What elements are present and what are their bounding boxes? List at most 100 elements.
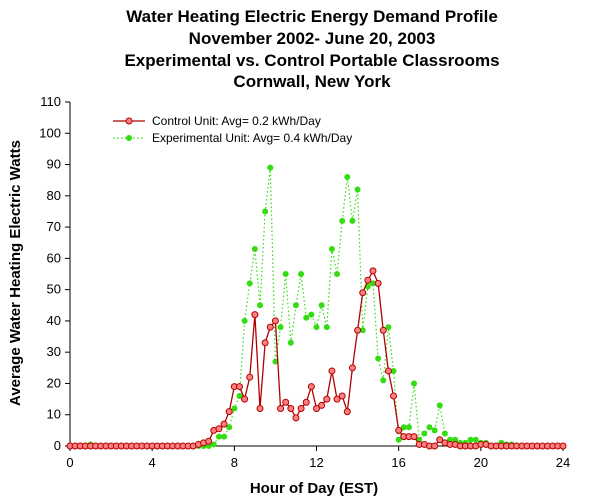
control-data-point bbox=[297, 404, 305, 412]
y-tick-label: 110 bbox=[40, 94, 61, 109]
experimental-data-point bbox=[251, 245, 258, 252]
experimental-data-point bbox=[231, 405, 238, 412]
control-data-point bbox=[261, 339, 269, 347]
control-data-point bbox=[292, 414, 300, 422]
control-data-point bbox=[323, 395, 331, 403]
control-data-point bbox=[374, 279, 382, 287]
experimental-data-point bbox=[359, 327, 366, 334]
experimental-data-point bbox=[339, 217, 346, 224]
experimental-data-point bbox=[318, 302, 325, 309]
control-data-point bbox=[348, 364, 356, 372]
x-tick-label: 8 bbox=[231, 455, 238, 470]
y-tick-label: 10 bbox=[47, 407, 61, 422]
experimental-data-point bbox=[369, 280, 376, 287]
experimental-data-point bbox=[226, 424, 233, 431]
experimental-data-point bbox=[328, 245, 335, 252]
experimental-data-point bbox=[405, 424, 412, 431]
control-data-point bbox=[395, 426, 403, 434]
control-data-point bbox=[266, 323, 274, 331]
experimental-data-point bbox=[380, 377, 387, 384]
experimental-data-point bbox=[467, 436, 474, 443]
y-tick-label: 40 bbox=[47, 313, 61, 328]
experimental-data-point bbox=[277, 324, 284, 331]
experimental-data-point bbox=[390, 367, 397, 374]
experimental-data-point bbox=[236, 392, 243, 399]
control-data-point bbox=[318, 401, 326, 409]
x-tick-label: 12 bbox=[309, 455, 323, 470]
chart-title-line-4: Cornwall, New York bbox=[233, 72, 391, 91]
control-data-point bbox=[364, 276, 372, 284]
experimental-data-point bbox=[411, 380, 418, 387]
control-data-point bbox=[205, 437, 213, 445]
experimental-data-point bbox=[349, 217, 356, 224]
x-axis-label: Hour of Day (EST) bbox=[250, 480, 378, 497]
control-data-point bbox=[338, 392, 346, 400]
control-data-point bbox=[354, 326, 362, 334]
x-tick-label: 0 bbox=[66, 455, 73, 470]
experimental-data-point bbox=[215, 433, 222, 440]
experimental-data-point bbox=[426, 424, 433, 431]
control-data-point bbox=[271, 317, 279, 325]
experimental-data-point bbox=[303, 314, 310, 321]
control-data-point bbox=[225, 408, 233, 416]
experimental-data-point bbox=[308, 311, 315, 318]
chart-title-line-1: Water Heating Electric Energy Demand Pro… bbox=[126, 7, 498, 26]
experimental-data-point bbox=[210, 441, 217, 448]
legend-control-label: Control Unit: Avg= 0.2 kWh/Day bbox=[152, 114, 321, 128]
y-tick-label: 0 bbox=[54, 438, 61, 453]
y-tick-label: 20 bbox=[47, 375, 61, 390]
y-tick-label: 90 bbox=[47, 157, 61, 172]
x-ticks: 0 4 8 12 16 20 24 bbox=[66, 446, 570, 470]
control-data-point bbox=[241, 395, 249, 403]
experimental-data-point bbox=[221, 433, 228, 440]
experimental-data-point bbox=[421, 430, 428, 437]
control-data-point bbox=[235, 383, 243, 391]
experimental-data-point bbox=[385, 324, 392, 331]
legend-experimental-label: Experimental Unit: Avg= 0.4 kWh/Day bbox=[152, 131, 352, 145]
experimental-data-point bbox=[262, 208, 269, 215]
control-data-point bbox=[410, 433, 418, 441]
series-layer bbox=[66, 164, 567, 450]
experimental-data-point bbox=[257, 302, 264, 309]
y-tick-label: 50 bbox=[47, 282, 61, 297]
control-data-point bbox=[559, 442, 567, 450]
control-data-point bbox=[333, 395, 341, 403]
x-tick-label: 16 bbox=[391, 455, 405, 470]
experimental-data-point bbox=[472, 436, 479, 443]
control-data-point bbox=[343, 408, 351, 416]
y-tick-label: 100 bbox=[39, 125, 61, 140]
control-data-point bbox=[390, 392, 398, 400]
chart-title-line-2: November 2002- June 20, 2003 bbox=[189, 29, 436, 48]
control-data-point bbox=[369, 267, 377, 275]
y-tick-label: 30 bbox=[47, 344, 61, 359]
experimental-data-point bbox=[241, 317, 248, 324]
experimental-data-point bbox=[400, 424, 407, 431]
x-tick-label: 24 bbox=[556, 455, 570, 470]
y-tick-label: 60 bbox=[47, 250, 61, 265]
chart-title-line-3: Experimental vs. Control Portable Classr… bbox=[124, 51, 499, 70]
control-data-point bbox=[277, 404, 285, 412]
experimental-data-point bbox=[272, 358, 279, 365]
series-control bbox=[66, 267, 567, 450]
experimental-data-point bbox=[436, 402, 443, 409]
control-data-point bbox=[246, 373, 254, 381]
control-data-point bbox=[302, 398, 310, 406]
experimental-data-point bbox=[447, 436, 454, 443]
experimental-data-point bbox=[323, 324, 330, 331]
y-ticks: 0 10 20 30 40 50 60 70 80 90 100 110 bbox=[39, 94, 70, 453]
experimental-data-point bbox=[431, 427, 438, 434]
experimental-data-point bbox=[267, 164, 274, 171]
control-data-point bbox=[384, 367, 392, 375]
y-tick-label: 80 bbox=[47, 188, 61, 203]
experimental-data-point bbox=[298, 271, 305, 277]
control-data-point bbox=[256, 404, 264, 412]
experimental-data-point bbox=[205, 443, 212, 449]
experimental-data-point bbox=[375, 355, 382, 362]
control-data-point bbox=[215, 425, 223, 433]
experimental-data-point bbox=[313, 324, 320, 331]
control-data-point bbox=[287, 404, 295, 412]
control-data-point bbox=[436, 436, 444, 444]
experimental-data-point bbox=[282, 271, 289, 277]
control-data-point bbox=[282, 398, 290, 406]
